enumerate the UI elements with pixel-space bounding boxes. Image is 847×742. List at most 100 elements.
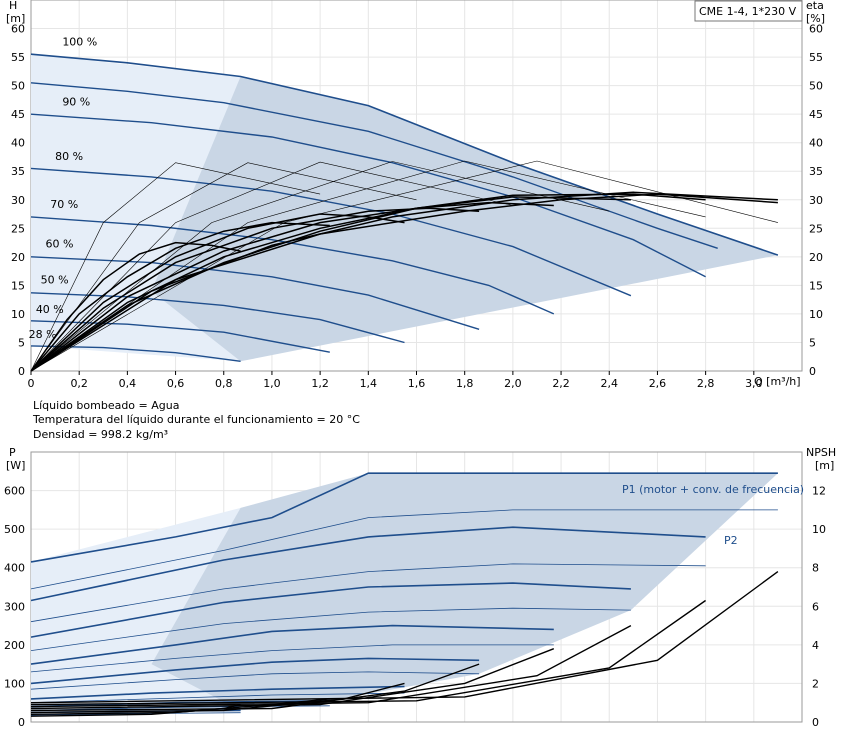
npsh-tick-label: 10: [812, 523, 826, 536]
y-tick-label: 60: [11, 23, 25, 36]
y2-tick-label: 60: [809, 23, 823, 36]
p1-curve: [30, 624, 554, 665]
x-tick-label: 3,0: [745, 377, 763, 390]
power-tick-label: 200: [4, 639, 25, 652]
fluid-info-line-1: Líquido bombeado = Agua: [33, 399, 179, 412]
power-tick-label: 600: [4, 485, 25, 498]
speed-label: 60 %: [45, 238, 73, 251]
y-tick-label: 30: [11, 194, 25, 207]
y2-tick-label: 15: [809, 279, 823, 292]
speed-label: 90 %: [62, 96, 90, 109]
efficiency-iso-line: [30, 160, 706, 372]
npsh-curve: [30, 571, 779, 704]
y-tick-label: 50: [11, 80, 25, 93]
efficiency-iso-line: [30, 161, 513, 372]
x-tick-label: 2,2: [552, 377, 570, 390]
speed-labels: 100 % 90 % 80 % 70 % 60 % 50 % 40 % 28 %: [29, 36, 98, 341]
x-tick-label: 0: [28, 377, 35, 390]
p2-curve: [30, 712, 241, 716]
npsh-tick-label: 8: [812, 562, 819, 575]
y2-tick-label: 25: [809, 222, 823, 235]
y2-axis-unit-m: [m]: [815, 459, 834, 472]
speed-label: 50 %: [41, 274, 69, 287]
npsh-tick-label: 4: [812, 639, 819, 652]
qh-operating-envelope: [31, 54, 778, 362]
efficiency-curve: [30, 207, 480, 372]
power-tick-label: 400: [4, 562, 25, 575]
head-curve: [30, 292, 405, 344]
head-curve: [30, 216, 555, 315]
y-tick-label: 5: [18, 336, 25, 349]
power-tick-label: 500: [4, 523, 25, 536]
y-tick-label: 15: [11, 279, 25, 292]
p1-curve: [30, 582, 631, 638]
y-axis-title-p: P: [9, 446, 16, 459]
pump-label-box: CME 1-4, 1*230 V: [694, 0, 803, 22]
efficiency-iso-line: [30, 162, 417, 372]
y-tick-label: 25: [11, 222, 25, 235]
power-envelope: [151, 473, 778, 711]
pump-label: CME 1-4, 1*230 V: [699, 5, 797, 18]
x-tick-label: 2,6: [649, 377, 667, 390]
head-curve: [30, 167, 632, 297]
p2-curve: [30, 644, 554, 673]
x-axis-title-q: Q [m³/h]: [754, 375, 801, 388]
x-tick-label: 0,2: [70, 377, 88, 390]
x-tick-label: 2,8: [697, 377, 715, 390]
npsh-curve: [30, 663, 480, 712]
x-tick-label: 1,4: [360, 377, 378, 390]
p1-curve: [30, 657, 480, 685]
y-tick-label: 35: [11, 165, 25, 178]
pump-label-frame: [694, 0, 803, 22]
fluid-info-line-3: Densidad = 998.2 kg/m³: [33, 428, 168, 441]
y2-axis-title-npsh: NPSH: [806, 446, 836, 459]
power-tick-label: 300: [4, 600, 25, 613]
npsh-tick-label: 0: [812, 716, 819, 729]
y2-tick-label: 20: [809, 251, 823, 264]
x-tick-label: 0,4: [119, 377, 137, 390]
y-tick-label: 10: [11, 308, 25, 321]
power-axes: 0 100 200 300 400 500 600 0 2 4 6 8 10 12: [4, 485, 826, 729]
npsh-tick-label: 2: [812, 677, 819, 690]
y-tick-label: 45: [11, 108, 25, 121]
head-curve: [30, 82, 718, 249]
head-curve: [30, 113, 706, 278]
p2-curve: [30, 692, 405, 704]
y-tick-label: 0: [18, 365, 25, 378]
x-tick-label: 1,2: [311, 377, 329, 390]
efficiency-iso-line: [30, 162, 321, 372]
efficiency-iso-line: [30, 160, 778, 372]
y2-tick-label: 40: [809, 137, 823, 150]
p2-curve: [30, 563, 706, 623]
efficiency-curve: [30, 193, 778, 372]
y-tick-label: 40: [11, 137, 25, 150]
speed-label: 100 %: [62, 36, 97, 49]
speed-label: 70 %: [50, 198, 78, 211]
npsh-tick-label: 6: [812, 600, 819, 613]
power-tick-label: 100: [4, 677, 25, 690]
efficiency-curve: [30, 196, 631, 372]
y-axis-title-h: H: [9, 0, 17, 12]
qh-axes: 0 0,2 0,4 0,6 0,8 1,0 1,2 1,4 1,6 1,8 2,0 2,2 2,4 2,6…: [11, 23, 823, 390]
npsh-tick-label: 12: [812, 485, 826, 498]
p2-curve: [30, 509, 778, 590]
speed-label: 40 %: [36, 303, 64, 316]
npsh-curve: [30, 648, 555, 710]
efficiency-curve: [30, 241, 241, 372]
y2-tick-label: 55: [809, 51, 823, 64]
y2-axis-unit-percent: [%]: [806, 12, 825, 25]
efficiency-curve: [30, 213, 405, 372]
speed-label: 80 %: [55, 150, 83, 163]
efficiency-curve: [30, 191, 778, 372]
p1-curve: [30, 472, 778, 563]
head-curve: [30, 320, 330, 353]
x-tick-label: 0,8: [215, 377, 233, 390]
x-tick-label: 2,0: [504, 377, 522, 390]
npsh-curve: [30, 624, 632, 708]
x-tick-label: 1,8: [456, 377, 474, 390]
x-tick-label: 0,6: [167, 377, 185, 390]
y2-tick-label: 50: [809, 80, 823, 93]
y2-tick-label: 0: [809, 365, 816, 378]
speed-label: 28 %: [29, 328, 57, 341]
